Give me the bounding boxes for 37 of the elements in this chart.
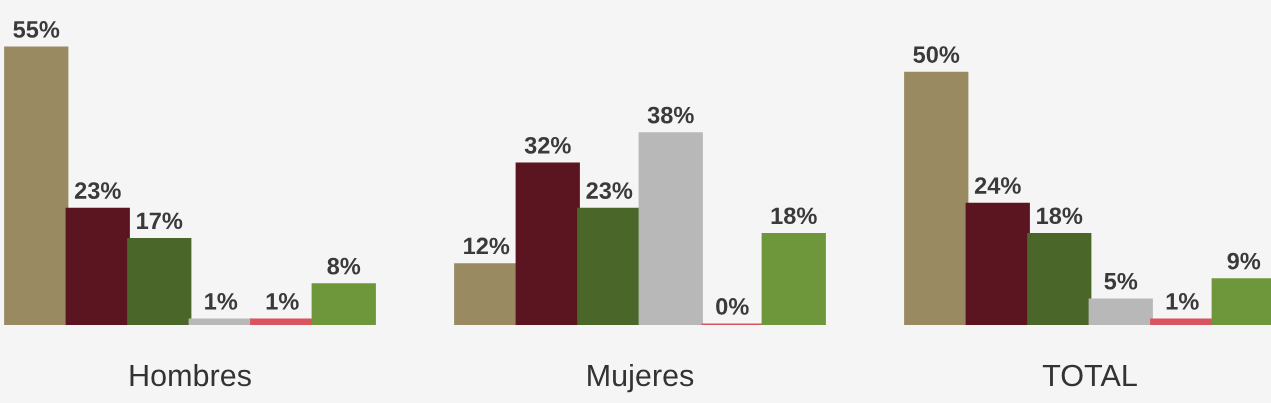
data-label: 18%: [1037, 207, 1083, 225]
data-label: 1%: [1166, 293, 1199, 310]
bar: [1088, 298, 1153, 325]
data-label: 8%: [327, 257, 361, 275]
data-label: 17%: [137, 212, 183, 230]
bar: [577, 207, 642, 325]
bar: [515, 162, 580, 325]
bar: [127, 237, 192, 325]
data-label: 38%: [647, 106, 694, 124]
data-label: 5%: [1104, 272, 1138, 290]
data-label: 23%: [586, 182, 633, 199]
x-tick-label: TOTAL: [1042, 364, 1137, 387]
bar: [1027, 232, 1092, 325]
x-tick-label: Hombres: [130, 363, 251, 387]
bar: [965, 202, 1030, 325]
bar: [250, 318, 315, 325]
data-label: 32%: [524, 136, 571, 154]
data-label: 23%: [74, 182, 121, 199]
data-label: 24%: [974, 177, 1021, 194]
data-label: 1%: [205, 293, 238, 310]
x-tick-label: Mujeres: [588, 363, 694, 393]
data-label: 9%: [1227, 252, 1261, 270]
data-label: 50%: [913, 46, 960, 63]
bar: [1150, 318, 1215, 325]
bar: [65, 207, 130, 325]
bar: [311, 283, 376, 325]
data-label: 55%: [13, 21, 60, 38]
bar: [638, 132, 703, 325]
bar: [454, 263, 519, 325]
bar: [4, 46, 69, 325]
data-label: 0%: [716, 298, 749, 315]
data-label: 18%: [771, 207, 817, 225]
bar: [761, 232, 826, 325]
data-label: 12%: [464, 237, 510, 255]
bar: [904, 71, 969, 325]
data-label: 1%: [266, 293, 299, 310]
bar: [188, 318, 253, 325]
